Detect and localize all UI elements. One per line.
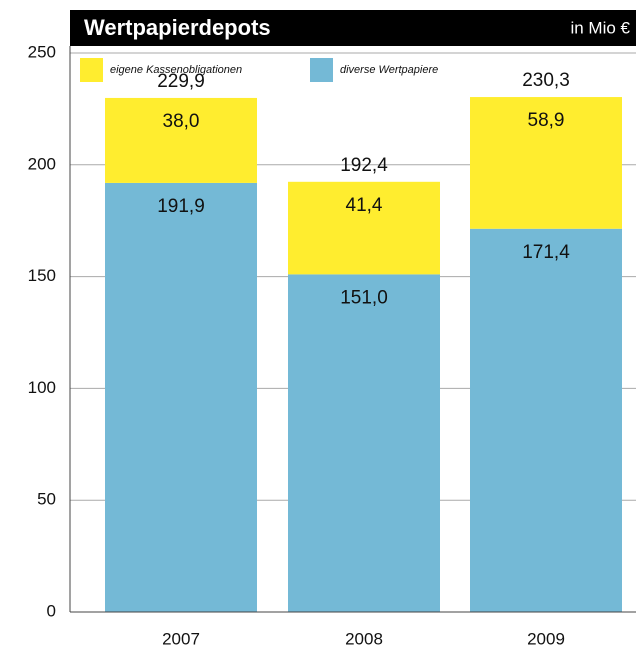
legend-swatch: [310, 58, 333, 82]
bar-segment: [470, 97, 622, 229]
bar-segment: [105, 182, 257, 612]
y-tick-label: 50: [37, 490, 56, 509]
legend-label: eigene Kassenobligationen: [110, 64, 242, 76]
value-label: 171,4: [522, 242, 570, 263]
total-label: 192,4: [340, 155, 388, 176]
y-tick-label: 200: [28, 154, 56, 173]
legend-label: diverse Wertpapiere: [340, 64, 438, 76]
legend-swatch: [80, 58, 103, 82]
value-label: 38,0: [163, 111, 200, 132]
total-label: 230,3: [522, 70, 570, 91]
bar-segment: [470, 228, 622, 612]
bar-segment: [105, 97, 257, 183]
y-tick-label: 100: [28, 378, 56, 397]
value-label: 58,9: [528, 110, 565, 131]
bar-segment: [288, 181, 440, 275]
value-label: 41,4: [346, 195, 383, 216]
total-label: 229,9: [157, 71, 205, 92]
x-tick-label: 2009: [527, 629, 565, 648]
y-tick-label: 150: [28, 266, 56, 285]
value-label: 151,0: [340, 287, 388, 308]
value-label: 191,9: [157, 196, 205, 217]
title-bar: [70, 10, 636, 46]
y-tick-label: 250: [28, 42, 56, 61]
x-tick-label: 2007: [162, 629, 200, 648]
bar-segment: [288, 274, 440, 612]
y-tick-label: 0: [47, 601, 56, 620]
chart-subtitle: in Mio €: [570, 18, 630, 37]
chart-title: Wertpapierdepots: [84, 15, 271, 40]
x-tick-label: 2008: [345, 629, 383, 648]
